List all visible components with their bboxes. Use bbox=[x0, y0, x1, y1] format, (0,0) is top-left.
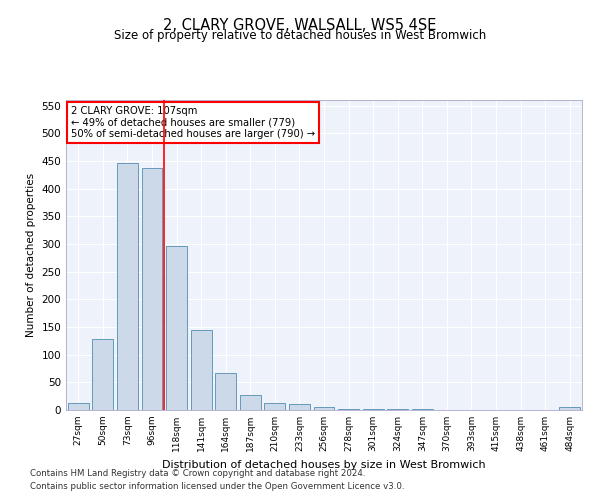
Bar bbox=[142, 168, 163, 410]
Text: 2 CLARY GROVE: 107sqm
← 49% of detached houses are smaller (779)
50% of semi-det: 2 CLARY GROVE: 107sqm ← 49% of detached … bbox=[71, 106, 315, 140]
Bar bbox=[68, 404, 89, 410]
Bar bbox=[338, 409, 359, 410]
Bar bbox=[265, 403, 286, 410]
Text: Contains public sector information licensed under the Open Government Licence v3: Contains public sector information licen… bbox=[30, 482, 404, 491]
Bar bbox=[166, 246, 187, 410]
Bar bbox=[117, 162, 138, 410]
Bar bbox=[191, 330, 212, 410]
Bar bbox=[559, 407, 580, 410]
Bar bbox=[314, 407, 334, 410]
Text: Contains HM Land Registry data © Crown copyright and database right 2024.: Contains HM Land Registry data © Crown c… bbox=[30, 468, 365, 477]
Bar bbox=[92, 339, 113, 410]
Text: 2, CLARY GROVE, WALSALL, WS5 4SE: 2, CLARY GROVE, WALSALL, WS5 4SE bbox=[163, 18, 437, 32]
Bar bbox=[289, 404, 310, 410]
Bar bbox=[215, 373, 236, 410]
Text: Size of property relative to detached houses in West Bromwich: Size of property relative to detached ho… bbox=[114, 29, 486, 42]
Y-axis label: Number of detached properties: Number of detached properties bbox=[26, 173, 36, 337]
X-axis label: Distribution of detached houses by size in West Bromwich: Distribution of detached houses by size … bbox=[162, 460, 486, 469]
Bar bbox=[240, 395, 261, 410]
